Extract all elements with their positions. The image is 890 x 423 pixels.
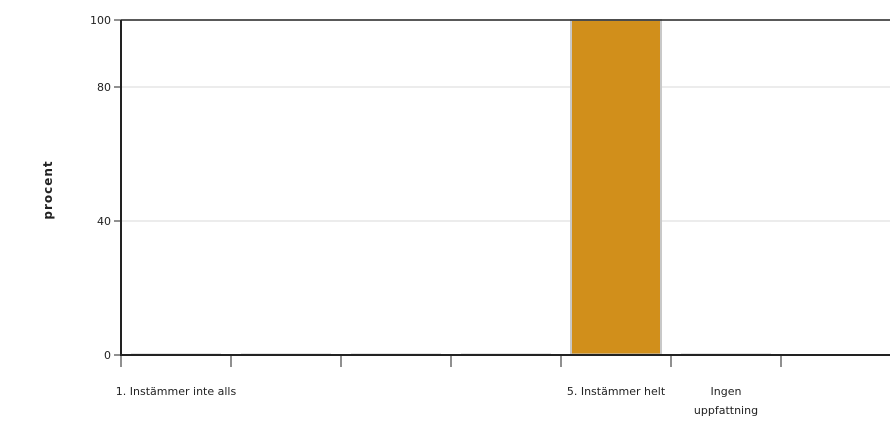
y-tick-label: 40 [97,215,111,228]
axes [120,19,890,356]
grid-lines [121,19,890,222]
y-axis-label: procent [41,160,55,219]
x-tick-label: uppfattning [694,404,758,417]
x-tick-label: Ingen [711,385,742,398]
bars [131,19,771,356]
y-ticks: 0 40 80 100 [90,14,121,362]
x-tick-label: 5. Instämmer helt [567,385,666,398]
x-tick-label: 1. Instämmer inte alls [116,385,237,398]
bar [570,19,662,356]
y-tick-label: 80 [97,81,111,94]
y-tick-label: 100 [90,14,111,27]
y-tick-label: 0 [104,349,111,362]
x-ticks: 1. Instämmer inte alls 5. Instämmer helt I… [116,355,782,417]
